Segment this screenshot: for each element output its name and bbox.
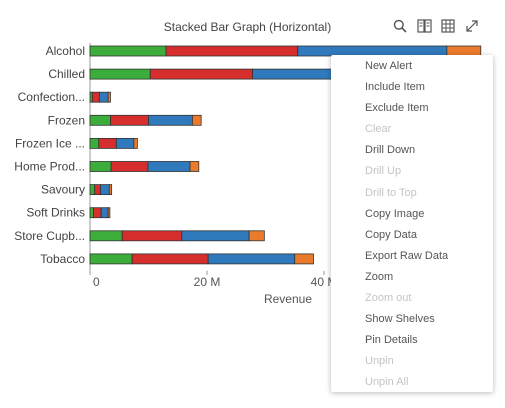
menu-item-unpin: Unpin (365, 355, 394, 368)
bar-segment[interactable] (148, 114, 193, 126)
bar-segment[interactable] (181, 230, 250, 242)
menu-item-export-raw-data[interactable]: Export Raw Data (365, 249, 449, 262)
menu-item-pin-details[interactable]: Pin Details (365, 334, 418, 347)
table-icon[interactable] (440, 18, 456, 34)
bar-segment[interactable] (89, 253, 133, 265)
bar-segment[interactable] (94, 184, 101, 196)
category-label: Store Cupb... (14, 229, 85, 243)
x-tick-label: 20 M (194, 275, 221, 289)
bar-segment[interactable] (89, 68, 151, 80)
bar-segment[interactable] (133, 137, 138, 149)
x-axis-label: Revenue (264, 292, 312, 306)
category-label: Alcohol (46, 44, 85, 58)
category-label: Soft Drinks (26, 206, 85, 220)
bar-segment[interactable] (89, 114, 111, 126)
category-label: Chilled (48, 67, 85, 81)
bar-segment[interactable] (89, 137, 100, 149)
menu-item-drill-down[interactable]: Drill Down (365, 144, 416, 157)
bar-segment[interactable] (149, 68, 254, 80)
menu-item-new-alert[interactable]: New Alert (365, 60, 413, 72)
bar-segment[interactable] (191, 114, 202, 126)
category-label: Tobacco (40, 252, 85, 266)
book-icon[interactable] (416, 18, 432, 34)
bar-segment[interactable] (107, 91, 111, 103)
menu-item-clear: Clear (365, 123, 392, 136)
category-label: Frozen Ice ... (15, 136, 85, 150)
bar-segment[interactable] (147, 161, 191, 172)
chart-title: Stacked Bar Graph (Horizontal) (163, 20, 332, 34)
bar-segment[interactable] (121, 230, 183, 242)
bar-segment[interactable] (110, 114, 149, 126)
x-tick-label: 40 M (311, 275, 338, 289)
menu-item-drill-up: Drill Up (365, 165, 402, 178)
bar-segment[interactable] (89, 184, 96, 196)
chart-toolbar (392, 18, 480, 34)
context-menu: New Alert Include Item Exclude Item Clear Dr… (331, 55, 493, 392)
category-label: Savoury (41, 183, 85, 197)
bar-segment[interactable] (100, 184, 110, 196)
menu-item-copy-data[interactable]: Copy Data (365, 228, 417, 241)
bar-segment[interactable] (248, 230, 265, 242)
bar-segment[interactable] (98, 91, 109, 103)
category-label: Frozen (48, 113, 85, 127)
expand-icon[interactable] (464, 18, 480, 34)
bar-segment[interactable] (89, 45, 167, 57)
menu-item-copy-image[interactable]: Copy Image (365, 207, 425, 220)
category-label: Confection... (18, 90, 85, 104)
bar-segment[interactable] (110, 161, 149, 172)
bar-segment[interactable] (89, 207, 94, 219)
bar-segment[interactable] (115, 137, 135, 149)
menu-item-unpin-all: Unpin All (365, 376, 409, 389)
menu-item-show-shelves[interactable]: Show Shelves (365, 313, 435, 326)
bar-segment[interactable] (100, 207, 109, 219)
search-icon[interactable] (392, 18, 408, 34)
bar-segment[interactable] (189, 161, 200, 172)
menu-item-zoom-out: Zoom out (365, 292, 412, 305)
bar-segment[interactable] (89, 161, 112, 172)
category-label: Home Prod... (14, 160, 85, 174)
x-tick-label: 0 (93, 275, 100, 289)
menu-item-exclude-item[interactable]: Exclude Item (365, 102, 429, 115)
menu-item-zoom[interactable]: Zoom (365, 270, 394, 283)
bar-segment[interactable] (89, 230, 123, 242)
bar-segment[interactable] (207, 253, 296, 265)
bar-segment[interactable] (98, 137, 117, 149)
bar-segment[interactable] (294, 253, 314, 265)
menu-item-drill-to-top: Drill to Top (365, 186, 417, 199)
bar-segment[interactable] (131, 253, 209, 265)
bar-segment[interactable] (107, 207, 111, 219)
bar-segment[interactable] (108, 184, 113, 196)
bar-segment[interactable] (165, 45, 299, 57)
menu-item-include-item[interactable]: Include Item (365, 81, 425, 94)
bar-segment[interactable] (93, 207, 102, 219)
bar-segment[interactable] (91, 91, 100, 103)
